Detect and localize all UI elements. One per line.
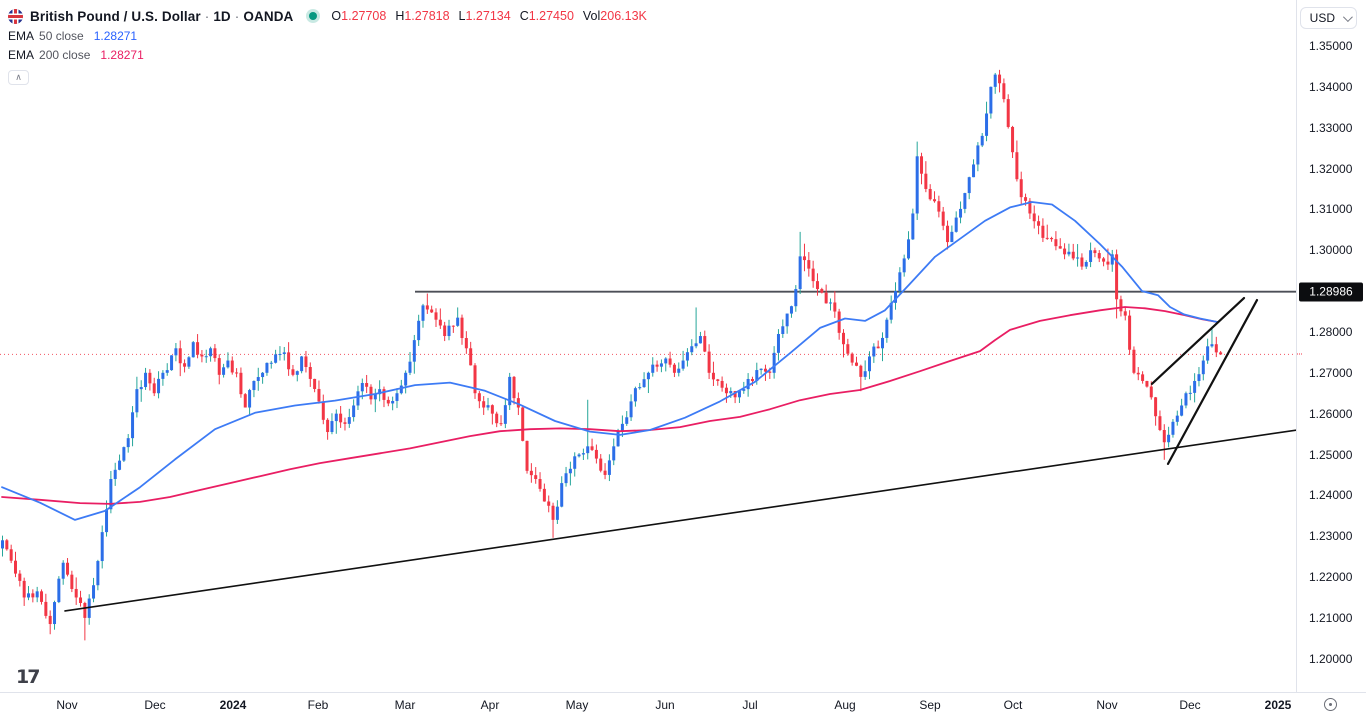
interval-label: 1D bbox=[213, 8, 231, 24]
time-tick-label: 2025 bbox=[1264, 698, 1292, 712]
price-tick-label: 1.30000 bbox=[1309, 243, 1353, 258]
indicator-legend-ema200[interactable]: EMA 200 close 1.28271 bbox=[8, 47, 144, 62]
chart-pane[interactable] bbox=[0, 0, 1298, 692]
time-tick-label: Feb bbox=[307, 698, 329, 712]
price-axis[interactable]: 1.35000 1.34000 1.33000 1.32000 1.31000 1.300… bbox=[1296, 0, 1366, 692]
currency-dropdown[interactable]: USD bbox=[1299, 7, 1357, 29]
tradingview-logo[interactable]: 17 bbox=[16, 666, 40, 688]
price-tick-label: 1.20000 bbox=[1309, 651, 1353, 666]
time-tick-label: Nov bbox=[1096, 698, 1118, 712]
ema200-value: 1.28271 bbox=[100, 47, 144, 62]
time-tick-label: Nov bbox=[56, 698, 78, 712]
price-tick-label: 1.32000 bbox=[1309, 161, 1353, 176]
price-tick-label: 1.26000 bbox=[1309, 406, 1353, 421]
price-chart[interactable] bbox=[0, 0, 1298, 692]
gbp-flag-icon bbox=[8, 8, 23, 24]
time-tick-label: Mar bbox=[394, 698, 416, 712]
time-tick-label: Sep bbox=[919, 698, 941, 712]
price-tick-label: 1.23000 bbox=[1309, 529, 1353, 544]
market-status-icon bbox=[309, 12, 318, 20]
time-axis[interactable]: Nov Dec 2024 Feb Mar Apr May Jun Jul Aug Sep Oct Nov… bbox=[0, 692, 1366, 717]
current-price-tick bbox=[1297, 353, 1302, 355]
ohlc-values: O1.27708 H1.27818 L1.27134 C1.27450 Vol2… bbox=[331, 9, 647, 23]
price-tick-label: 1.25000 bbox=[1309, 447, 1353, 462]
price-tick-label: 1.35000 bbox=[1309, 39, 1353, 53]
time-tick-label: Oct bbox=[1003, 698, 1023, 712]
time-tick-label: Jul bbox=[742, 698, 758, 712]
price-tick-label: 1.21000 bbox=[1309, 610, 1353, 625]
price-tick-label: 1.31000 bbox=[1309, 202, 1353, 217]
chart-header: British Pound / U.S. Dollar · 1D · OANDA O1.… bbox=[8, 6, 647, 85]
ema50-value: 1.28271 bbox=[93, 28, 138, 43]
legend-collapse-button[interactable]: ∧ bbox=[8, 70, 29, 85]
time-tick-label: Dec bbox=[1179, 698, 1201, 712]
price-tick-label: 1.33000 bbox=[1309, 120, 1353, 135]
chevron-up-icon: ∧ bbox=[15, 72, 22, 82]
gear-icon[interactable] bbox=[1324, 698, 1337, 711]
currency-value: USD bbox=[1309, 11, 1335, 25]
symbol-title[interactable]: British Pound / U.S. Dollar · 1D · OANDA bbox=[30, 8, 294, 24]
time-tick-label: May bbox=[565, 698, 589, 712]
time-tick-label: Aug bbox=[834, 698, 856, 712]
price-tick-label: 1.24000 bbox=[1309, 488, 1353, 503]
price-tick-label: 1.27000 bbox=[1309, 365, 1353, 380]
indicator-legend-ema50[interactable]: EMA 50 close 1.28271 bbox=[8, 28, 138, 43]
exchange-label: OANDA bbox=[243, 8, 294, 24]
time-tick-label: 2024 bbox=[219, 698, 247, 712]
chevron-down-icon bbox=[1342, 11, 1353, 22]
time-tick-label: Jun bbox=[655, 698, 675, 712]
price-tick-label: 1.34000 bbox=[1309, 79, 1353, 94]
time-tick-label: Apr bbox=[480, 698, 500, 712]
price-tick-label: 1.28000 bbox=[1309, 325, 1353, 339]
hline-price-label[interactable]: 1.28986 bbox=[1299, 282, 1363, 302]
price-tick-label: 1.22000 bbox=[1309, 570, 1353, 585]
time-tick-label: Dec bbox=[144, 698, 166, 712]
